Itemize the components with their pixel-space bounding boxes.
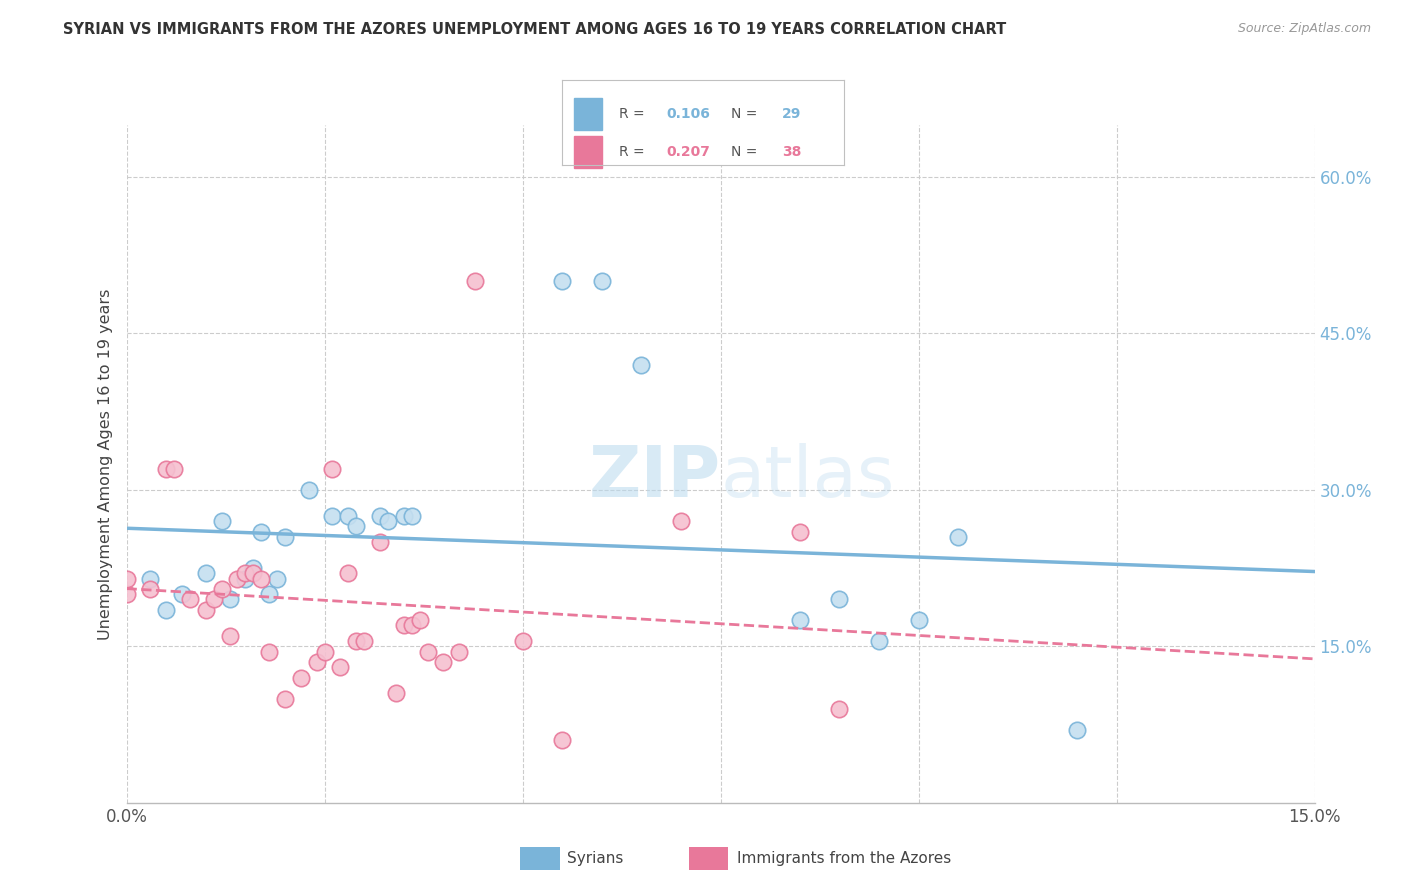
Text: N =: N = [731, 145, 762, 160]
Point [946, 530, 969, 544]
Point [401, 618, 423, 632]
Point [242, 566, 264, 581]
Text: Immigrants from the Azores: Immigrants from the Azores [737, 851, 950, 865]
Point [344, 634, 367, 648]
Point [408, 613, 430, 627]
Point [179, 592, 201, 607]
Point [218, 592, 240, 607]
Point [170, 587, 193, 601]
Point [305, 655, 328, 669]
Point [368, 535, 391, 549]
Point [139, 572, 162, 586]
Point [321, 508, 343, 523]
Point [344, 519, 367, 533]
Point [416, 644, 439, 658]
Point [828, 702, 851, 716]
Bar [574, 98, 602, 130]
Point [298, 483, 321, 497]
Point [321, 462, 343, 476]
Text: 0.106: 0.106 [666, 107, 710, 121]
Point [211, 514, 233, 528]
Point [907, 613, 929, 627]
Bar [574, 136, 602, 169]
Point [392, 508, 415, 523]
Point [337, 508, 360, 523]
Point [115, 572, 138, 586]
Point [377, 514, 399, 528]
Point [512, 634, 534, 648]
Point [250, 524, 273, 539]
Text: atlas: atlas [720, 443, 896, 512]
Point [242, 561, 264, 575]
Point [226, 572, 249, 586]
Point [789, 613, 811, 627]
Point [401, 508, 423, 523]
Point [392, 618, 415, 632]
Point [669, 514, 692, 528]
Point [155, 603, 177, 617]
Text: 29: 29 [782, 107, 801, 121]
Point [868, 634, 890, 648]
Point [432, 655, 454, 669]
Point [551, 274, 574, 288]
Point [194, 566, 217, 581]
Text: R =: R = [619, 107, 648, 121]
Text: 0.207: 0.207 [666, 145, 710, 160]
Point [257, 644, 280, 658]
Point [139, 582, 162, 596]
Point [290, 671, 312, 685]
Text: N =: N = [731, 107, 762, 121]
Point [211, 582, 233, 596]
Point [385, 686, 408, 700]
Point [202, 592, 225, 607]
Point [368, 508, 391, 523]
Text: Syrians: Syrians [567, 851, 623, 865]
Point [233, 566, 256, 581]
Point [630, 358, 652, 372]
Point [789, 524, 811, 539]
Point [828, 592, 851, 607]
Point [314, 644, 336, 658]
Y-axis label: Unemployment Among Ages 16 to 19 years: Unemployment Among Ages 16 to 19 years [97, 288, 112, 640]
Point [449, 644, 471, 658]
Point [266, 572, 288, 586]
Point [551, 733, 574, 747]
Point [274, 530, 297, 544]
Point [115, 587, 138, 601]
Text: 38: 38 [782, 145, 801, 160]
Point [274, 691, 297, 706]
Point [337, 566, 360, 581]
Point [233, 572, 256, 586]
Text: SYRIAN VS IMMIGRANTS FROM THE AZORES UNEMPLOYMENT AMONG AGES 16 TO 19 YEARS CORR: SYRIAN VS IMMIGRANTS FROM THE AZORES UNE… [63, 22, 1007, 37]
Point [464, 274, 486, 288]
Text: Source: ZipAtlas.com: Source: ZipAtlas.com [1237, 22, 1371, 36]
Point [329, 660, 352, 674]
Text: R =: R = [619, 145, 648, 160]
Point [1066, 723, 1088, 737]
Point [257, 587, 280, 601]
Point [591, 274, 613, 288]
Point [194, 603, 217, 617]
Text: ZIP: ZIP [588, 443, 720, 512]
Point [163, 462, 186, 476]
Point [250, 572, 273, 586]
Point [155, 462, 177, 476]
Point [353, 634, 375, 648]
Point [218, 629, 240, 643]
